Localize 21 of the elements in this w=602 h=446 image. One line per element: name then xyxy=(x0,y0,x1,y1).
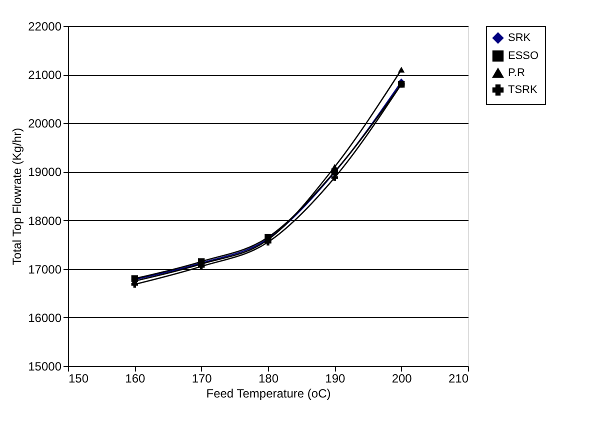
y-axis-title: Total Top Flowrate (Kg/hr) xyxy=(10,128,24,266)
legend-label: TSRK xyxy=(508,84,538,96)
y-tick-label: 21000 xyxy=(28,68,62,82)
y-tick-label: 19000 xyxy=(28,165,62,180)
x-tick-label: 180 xyxy=(258,372,279,386)
legend-label: SRK xyxy=(508,32,532,44)
y-tick-label: 15000 xyxy=(28,360,62,374)
x-tick-label: 160 xyxy=(125,372,146,386)
x-tick-label: 190 xyxy=(325,372,346,386)
x-tick-label: 200 xyxy=(392,372,412,386)
x-tick-label: 170 xyxy=(192,372,212,386)
y-tick-label: 22000 xyxy=(28,20,62,34)
legend-label: ESSO xyxy=(508,50,540,62)
y-tick-label: 16000 xyxy=(28,310,62,325)
x-tick-label: 150 xyxy=(68,372,89,386)
y-tick-label: 17000 xyxy=(28,262,62,276)
x-axis-title: Feed Temperature (oC) xyxy=(206,386,331,400)
y-tick-label: 18000 xyxy=(28,214,62,228)
legend-label: P.R xyxy=(508,67,525,79)
y-tick-label: 20000 xyxy=(28,116,62,131)
x-tick-label: 210 xyxy=(448,372,469,386)
